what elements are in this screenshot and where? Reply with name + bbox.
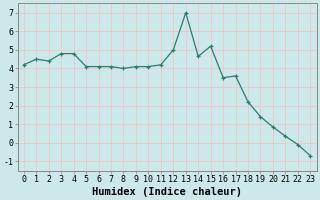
X-axis label: Humidex (Indice chaleur): Humidex (Indice chaleur) [92,186,242,197]
